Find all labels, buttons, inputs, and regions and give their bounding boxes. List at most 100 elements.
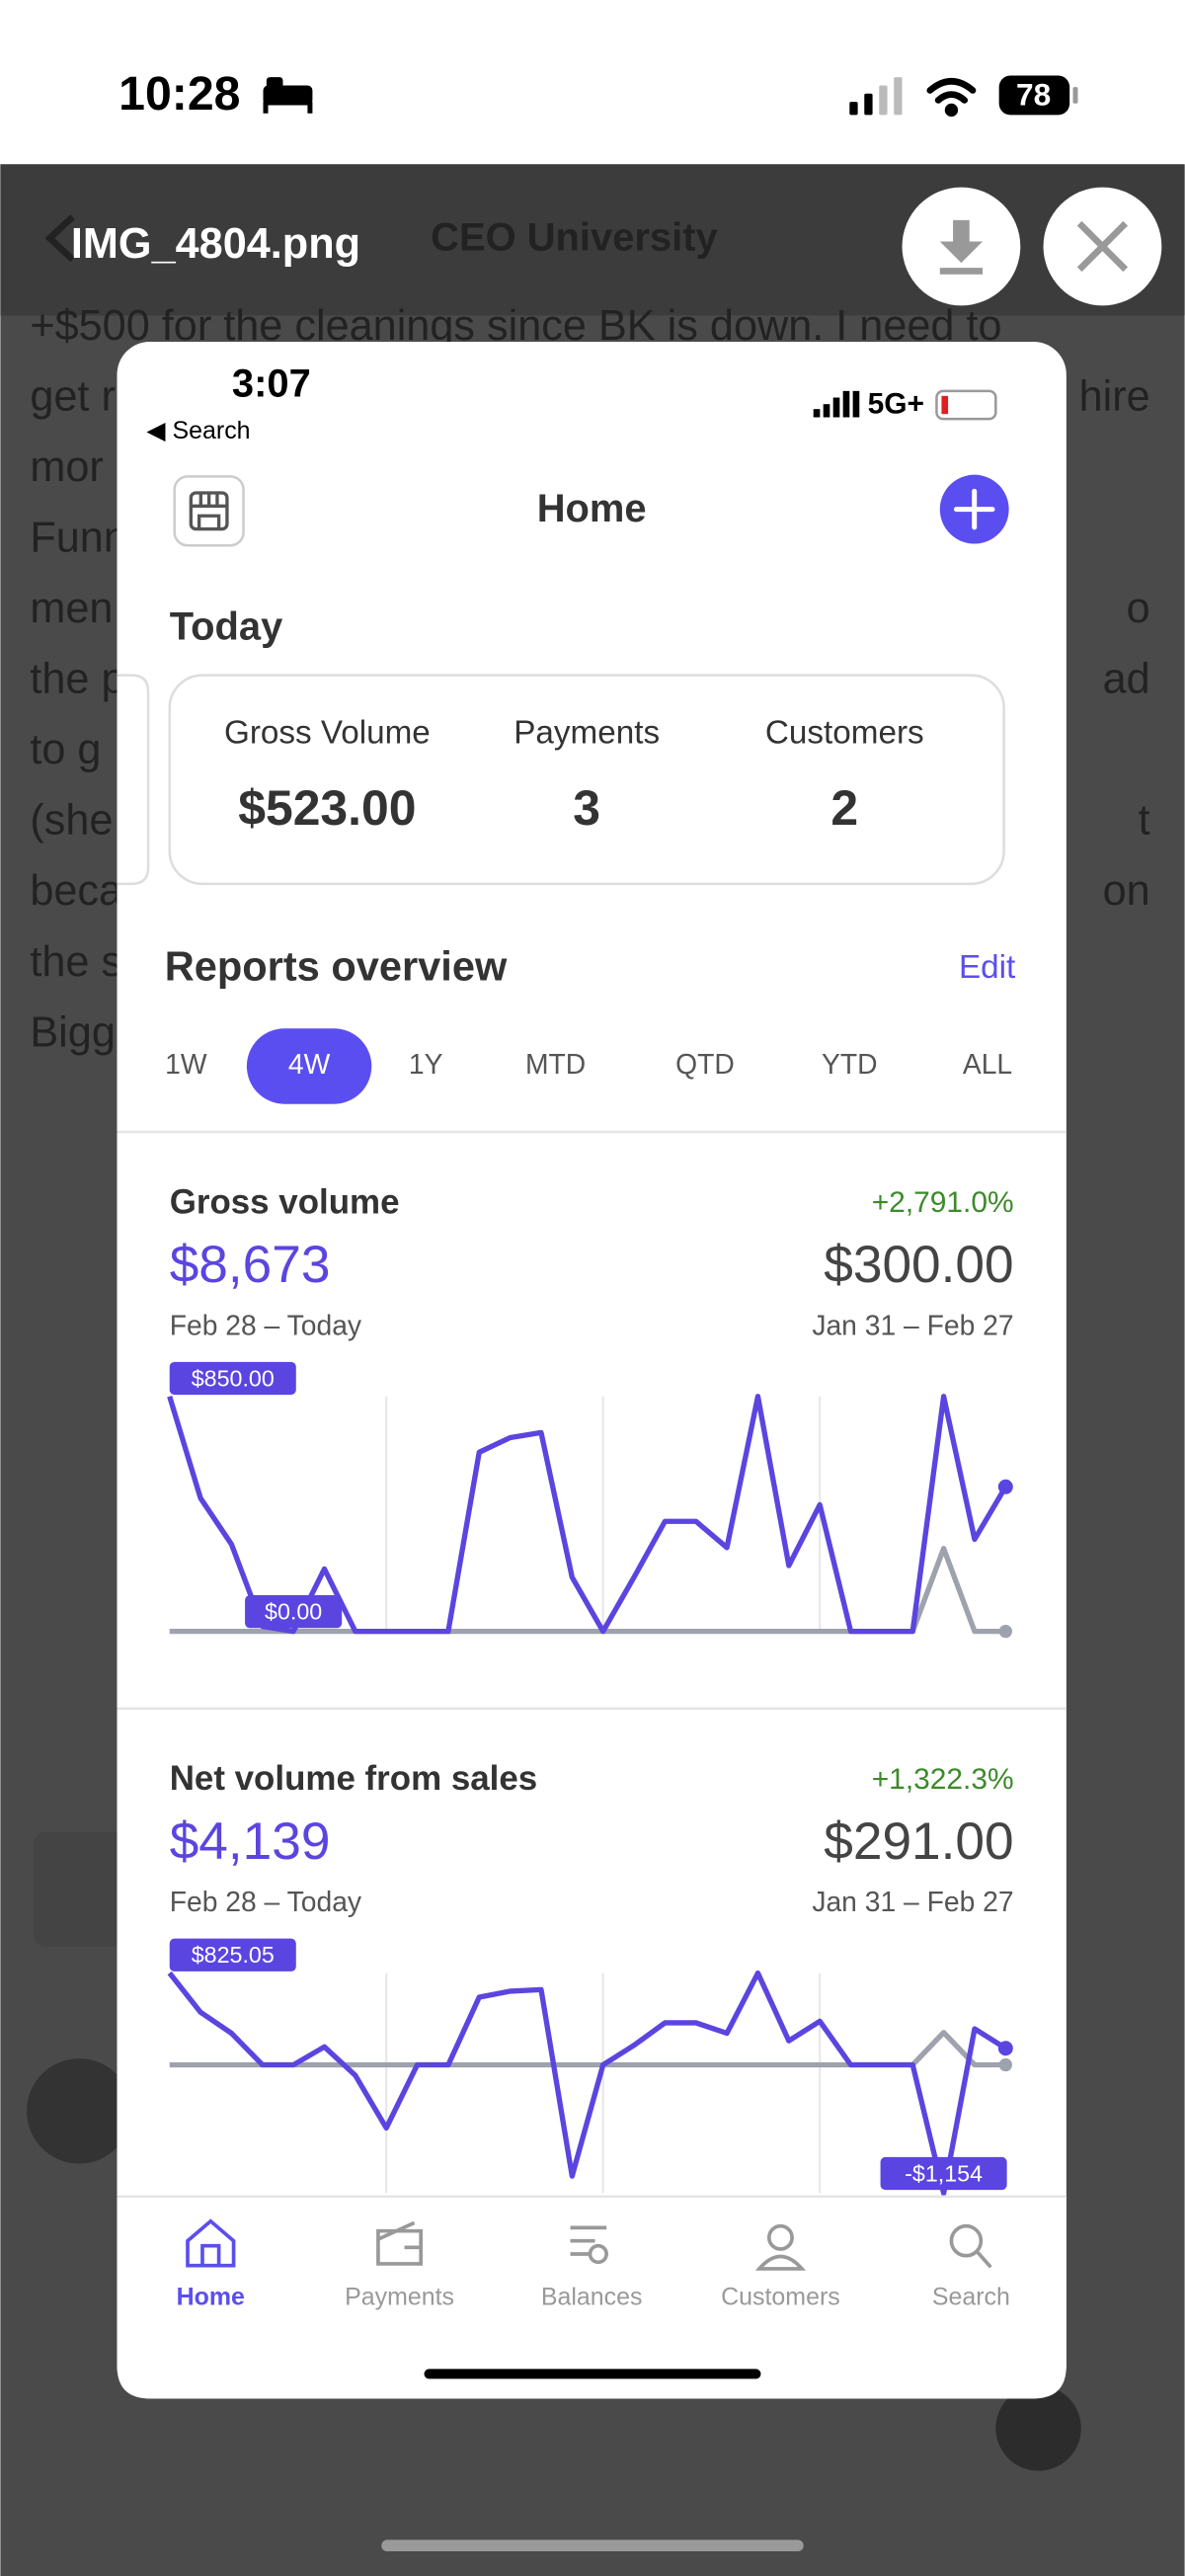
sleep-icon <box>263 77 313 114</box>
background-avatar <box>995 2385 1081 2471</box>
extreme-label: $0.00 <box>265 1598 322 1624</box>
back-arrow <box>44 214 75 263</box>
background-line: (she <box>30 797 113 845</box>
app-battery <box>935 389 997 421</box>
chart-title: Net volume from sales <box>170 1759 537 1798</box>
background-line: hire <box>1079 373 1150 421</box>
store-button[interactable] <box>173 475 245 547</box>
wifi-icon <box>926 78 977 118</box>
extreme-label: -$1,154 <box>905 2160 983 2186</box>
today-stats: Gross Volume $523.00 Payments 3 Customers 2 <box>224 714 924 836</box>
add-icon <box>953 488 995 530</box>
home-indicator <box>381 2539 804 2552</box>
app-battery-level <box>941 395 949 415</box>
chart-comparison-period: Jan 31 – Feb 27 <box>812 1309 1013 1340</box>
range-tab[interactable]: 4W <box>288 1048 331 1080</box>
clock: 10:28 <box>118 67 240 121</box>
line-series <box>167 1970 1007 2197</box>
range-tab[interactable]: YTD <box>822 1048 878 1080</box>
stat-label: Gross Volume <box>224 714 431 751</box>
extreme-label-bg <box>245 1595 343 1629</box>
chart-value: $8,673 <box>170 1236 331 1294</box>
background-line: the p <box>30 656 124 703</box>
battery <box>998 75 1070 116</box>
behind-title: CEO University <box>431 215 718 259</box>
background-line: beca <box>30 867 123 915</box>
tab-label[interactable]: Customers <box>721 2284 840 2311</box>
background-line: Funn <box>30 515 127 562</box>
close-icon <box>1076 220 1129 273</box>
chart-comparison-period: Jan 31 – Feb 27 <box>812 1886 1013 1917</box>
app-clock: 3:07 <box>232 362 311 405</box>
battery-cap <box>1072 87 1078 104</box>
today-card <box>168 674 1005 886</box>
charts: Gross volume +2,791.0% $8,673 $300.00 Feb 28… <box>167 1182 1014 2197</box>
end-point <box>997 2041 1013 2056</box>
background-line: mor <box>30 443 103 491</box>
extreme-label: $850.00 <box>192 1365 275 1391</box>
range-tab[interactable]: MTD <box>525 1048 586 1080</box>
extreme-label: $825.05 <box>192 1942 275 1968</box>
stat-value: 2 <box>830 780 858 836</box>
extreme-label-bg <box>880 2156 1007 2191</box>
stat-label: Customers <box>765 714 924 751</box>
peek-card <box>117 674 150 886</box>
extreme-label-bg <box>169 1361 296 1396</box>
app-signal <box>813 390 860 418</box>
chart-period: Feb 28 – Today <box>170 1309 362 1340</box>
chart-change: +1,322.3% <box>872 1763 1014 1796</box>
app-back[interactable]: ◀ Search <box>146 417 250 444</box>
tab-label[interactable]: Balances <box>541 2284 643 2311</box>
background-line: to g <box>30 726 101 773</box>
stat-label: Payments <box>514 714 660 751</box>
background-line: o <box>1127 585 1150 632</box>
extreme-label-bg <box>169 1938 296 1972</box>
end-point <box>997 1479 1013 1494</box>
stat-value: $523.00 <box>238 780 416 836</box>
header-title: Home <box>537 487 647 530</box>
chart-period: Feb 28 – Today <box>170 1886 362 1917</box>
background-line: ad <box>1103 656 1150 703</box>
filename: IMG_4804.png <box>71 220 360 268</box>
tab-label[interactable]: Payments <box>345 2284 454 2311</box>
tab-label[interactable]: Search <box>932 2284 1010 2311</box>
range-tabs: 1W 4W 1Y MTD QTD YTD ALL <box>165 1028 1012 1104</box>
chart-title: Gross volume <box>170 1182 400 1221</box>
end-point <box>998 2057 1012 2072</box>
chart-comparison-value: $291.00 <box>824 1812 1013 1871</box>
background-line: the s <box>30 938 122 986</box>
store-icon <box>189 491 229 531</box>
tab-label[interactable]: Home <box>177 2284 245 2311</box>
background-card <box>33 1831 132 1947</box>
background-line: t <box>1139 797 1150 845</box>
tab-bar-bg <box>117 2196 1066 2399</box>
reports-title: Reports overview <box>165 942 508 989</box>
download-icon <box>939 219 984 275</box>
tab-icons <box>186 2218 992 2271</box>
status-bar <box>0 0 1185 165</box>
background-line: Bigg <box>30 1008 116 1056</box>
end-point <box>998 1624 1012 1639</box>
background-line: men <box>30 585 113 632</box>
stat-value: 3 <box>573 780 600 836</box>
range-tab[interactable]: 1W <box>165 1048 207 1080</box>
range-tab[interactable]: ALL <box>963 1048 1012 1080</box>
today-title: Today <box>170 605 283 649</box>
app-network: 5G+ <box>868 388 924 421</box>
background-line: on <box>1103 867 1150 915</box>
battery-level: 78 <box>1016 76 1051 112</box>
background-line: get r <box>30 373 116 421</box>
chart-value: $4,139 <box>170 1812 331 1871</box>
app-home-indicator <box>424 2369 761 2379</box>
range-tab[interactable]: 1Y <box>409 1048 443 1080</box>
range-tab[interactable]: QTD <box>675 1048 735 1080</box>
range-active-pill <box>246 1028 372 1104</box>
background-avatar <box>27 2058 132 2164</box>
chart-comparison-value: $300.00 <box>824 1236 1013 1294</box>
edit-button[interactable]: Edit <box>959 949 1015 986</box>
tab-bar: Home Payments Balances Customers Search <box>117 2195 1066 2399</box>
signal-icon <box>849 77 903 116</box>
chart-change: +2,791.0% <box>872 1186 1014 1219</box>
